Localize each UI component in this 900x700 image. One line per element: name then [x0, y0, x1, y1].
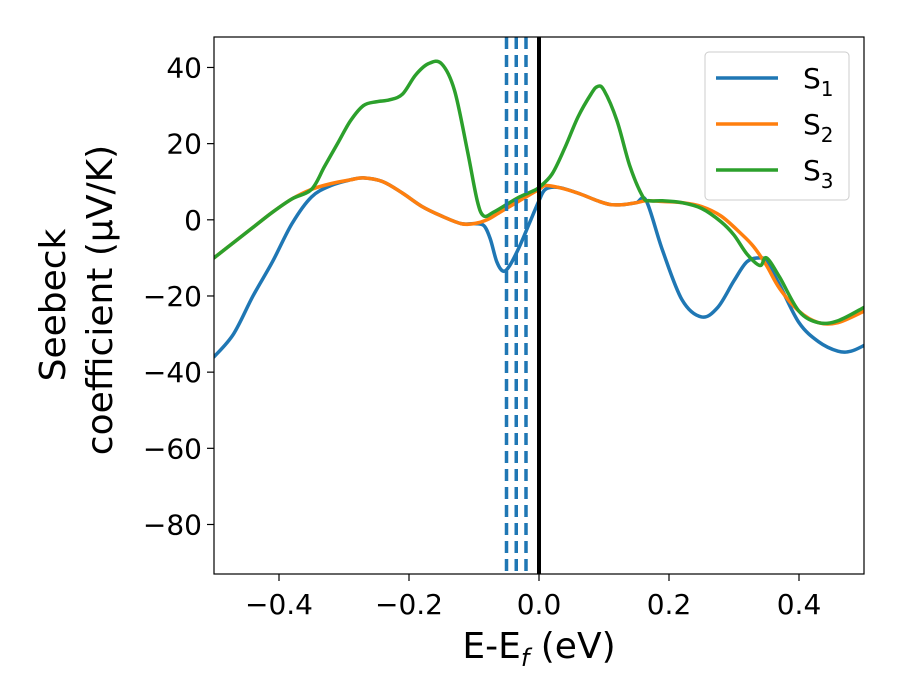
x-axis-label: E-Ef (eV) [462, 626, 615, 672]
x-axis-label-main: E-E [462, 626, 520, 667]
legend-label-s2: S2 [803, 108, 834, 147]
x-tick-label: −0.2 [375, 588, 443, 621]
x-tick-label: −0.4 [245, 588, 313, 621]
y-tick-label: 20 [166, 128, 202, 161]
legend-label-s1: S1 [803, 62, 834, 101]
y-tick-label: 0 [184, 204, 202, 237]
legend-box [704, 51, 850, 201]
y-tick-label: 40 [166, 51, 202, 84]
y-tick-label: −60 [143, 432, 202, 465]
x-ticks: −0.4 −0.2 0.0 0.2 0.4 [245, 574, 821, 621]
y-axis-label-line1: Seebeck [33, 228, 74, 381]
legend-label-sub: 2 [821, 123, 834, 147]
y-ticks: 40 20 0 −20 −40 −60 −80 [143, 51, 214, 541]
x-tick-label: 0.4 [777, 588, 822, 621]
x-axis-label-unit: (eV) [529, 626, 615, 667]
legend-label-main: S [803, 154, 821, 187]
y-tick-label: −20 [143, 280, 202, 313]
legend-label-sub: 1 [821, 77, 834, 101]
legend-label-s3: S3 [803, 154, 834, 193]
legend-label-main: S [803, 62, 821, 95]
vertical-lines [504, 37, 541, 574]
y-axis-label-line2: coefficient (μV/K) [80, 145, 121, 455]
series-line-s3 [214, 59, 864, 326]
y-tick-label: −80 [143, 508, 202, 541]
x-tick-label: 0.2 [647, 588, 692, 621]
legend-label-main: S [803, 108, 821, 141]
legend-label-sub: 3 [821, 169, 834, 193]
y-tick-label: −40 [143, 356, 202, 389]
x-tick-label: 0.0 [517, 588, 562, 621]
